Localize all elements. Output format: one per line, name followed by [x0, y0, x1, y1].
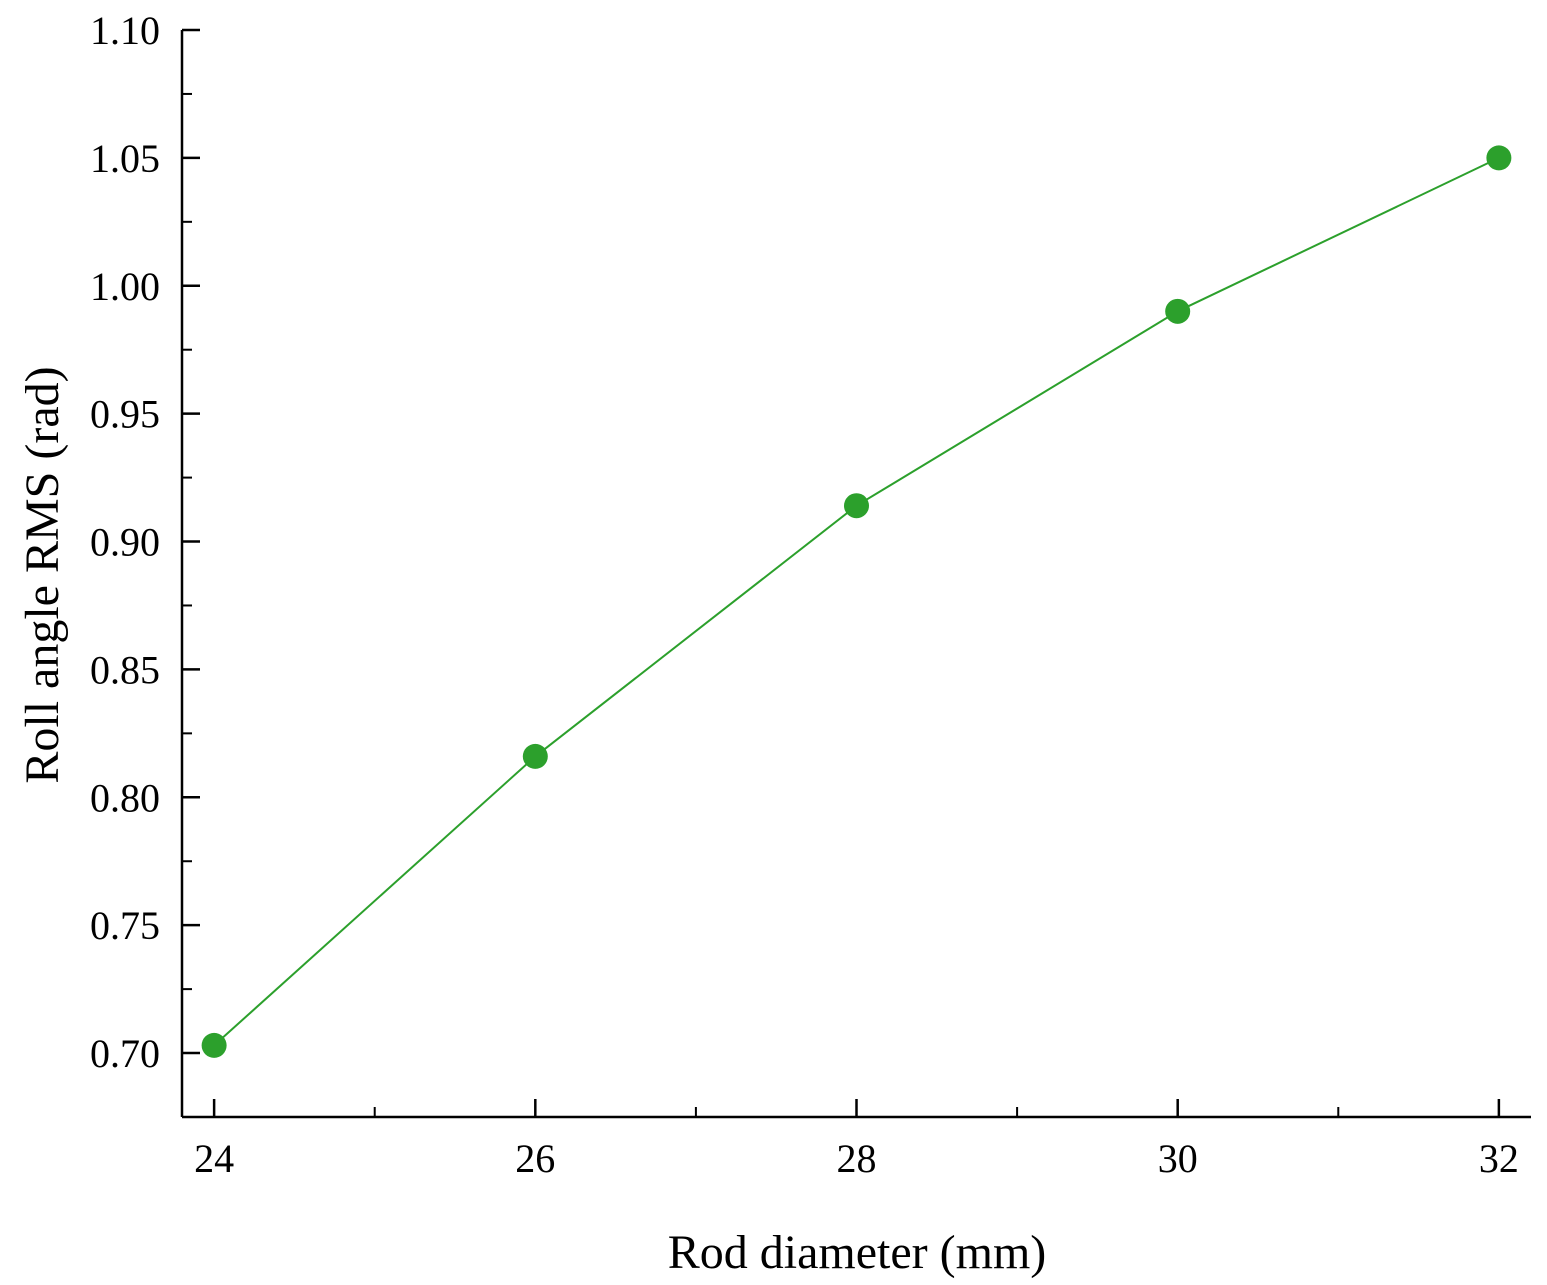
x-axis-ticks: 24 26 28 30 32 [194, 1099, 1519, 1181]
y-tick-label: 0.75 [90, 903, 160, 948]
x-tick-label: 24 [194, 1136, 234, 1181]
axes [180, 30, 1531, 1119]
y-tick-label: 0.95 [90, 392, 160, 437]
data-point [844, 493, 869, 519]
data-point [201, 1032, 227, 1058]
x-tick-label: 32 [1479, 1136, 1519, 1181]
data-point [1165, 298, 1191, 324]
y-axis-title: Roll angle RMS (rad) [16, 366, 69, 783]
y-axis-ticks: 0.70 0.75 0.80 0.85 0.90 0.95 1.00 1.05 1.10 [90, 8, 200, 1076]
y-tick-label: 1.10 [90, 8, 160, 53]
x-tick-label: 28 [837, 1136, 877, 1181]
y-tick-label: 0.70 [90, 1031, 160, 1076]
x-axis-title: Rod diameter (mm) [668, 1226, 1047, 1279]
series-line [213, 156, 1500, 1047]
series-layer [201, 145, 1512, 1058]
y-tick-label: 1.05 [90, 136, 160, 181]
y-tick-label: 1.00 [90, 264, 160, 309]
x-tick-label: 26 [515, 1136, 555, 1181]
x-tick-label: 30 [1158, 1136, 1198, 1181]
data-point [1486, 145, 1512, 171]
y-tick-label: 0.85 [90, 647, 160, 692]
y-tick-label: 0.90 [90, 520, 160, 565]
y-tick-label: 0.80 [90, 775, 160, 820]
data-point [522, 743, 548, 769]
